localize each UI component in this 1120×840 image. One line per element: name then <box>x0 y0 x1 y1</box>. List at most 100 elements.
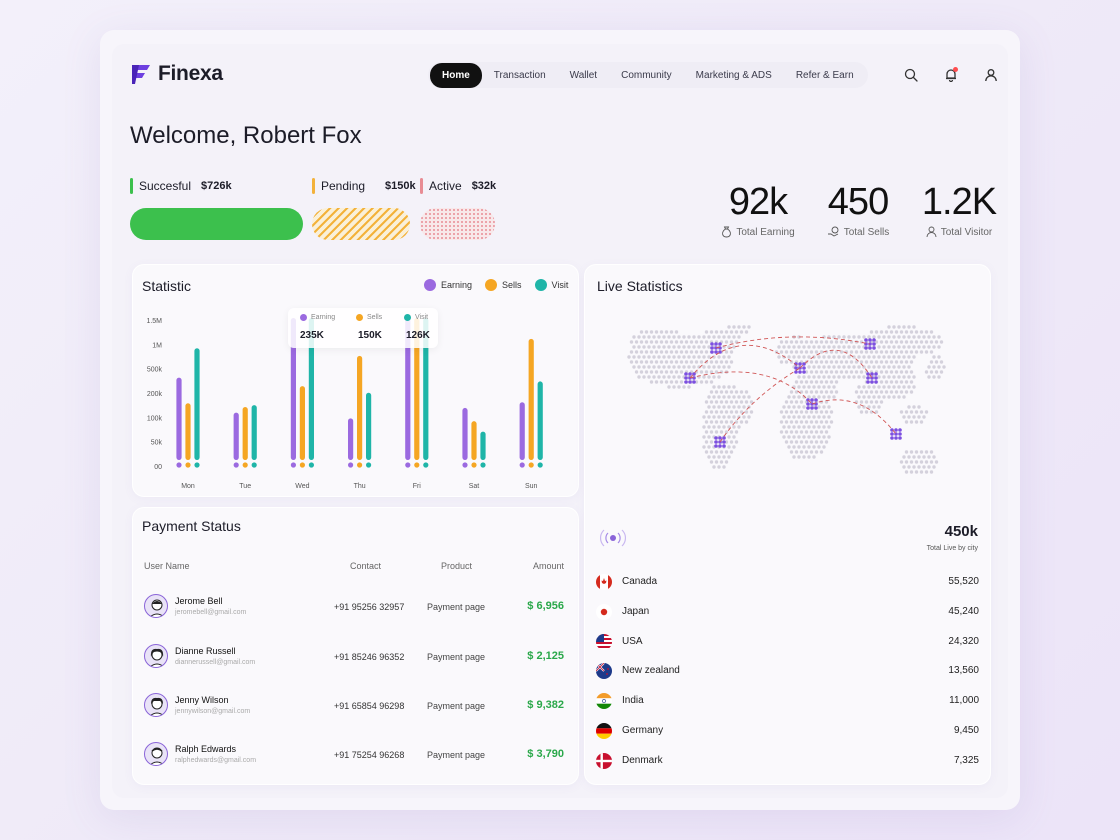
kpi-value: 1.2K <box>921 181 997 223</box>
nav-community[interactable]: Community <box>621 69 672 81</box>
legend-sells[interactable]: Sells <box>502 280 522 290</box>
bar-base-dot <box>414 462 420 468</box>
pending-color-bar <box>312 178 315 194</box>
nav-transaction[interactable]: Transaction <box>493 69 546 81</box>
bar-base-dot <box>405 462 411 468</box>
kpi-total-visitor: 1.2K Total Visitor <box>916 180 1002 238</box>
bar-earning-mon[interactable] <box>176 377 182 460</box>
bar-earning-sat[interactable] <box>462 407 468 460</box>
list-item[interactable]: Canada 55,520 <box>596 571 979 593</box>
bar-base-dot <box>299 462 305 468</box>
x-tick-label: Sun <box>525 483 538 490</box>
india-flag-icon <box>596 693 612 709</box>
list-item[interactable]: USA 24,320 <box>596 631 979 653</box>
payment-status-card <box>132 507 579 785</box>
bar-base-dot <box>528 462 534 468</box>
map-dots <box>627 325 946 474</box>
brand-logo[interactable]: Finexa <box>130 62 223 86</box>
bar-earning-sun[interactable] <box>519 402 525 460</box>
succesful-label: Succesful <box>139 179 192 193</box>
user-name: Jenny Wilson <box>175 695 229 705</box>
country-value: 55,520 <box>948 576 979 587</box>
legend-visit[interactable]: Visit <box>551 280 569 290</box>
bar-earning-thu[interactable] <box>348 418 354 460</box>
user-email: jennywilson@gmail.com <box>175 708 251 715</box>
list-item[interactable]: Japan 45,240 <box>596 601 979 623</box>
table-row[interactable]: Dianne Russell diannerussell@gmail.com +… <box>142 640 568 680</box>
nav-home[interactable]: Home <box>430 62 482 88</box>
bar-visit-thu[interactable] <box>366 392 372 460</box>
bar-earning-wed[interactable] <box>290 318 296 460</box>
user-icon <box>926 226 937 238</box>
user-email: jeromebell@gmail.com <box>175 609 247 616</box>
bar-sells-thu[interactable] <box>357 355 363 460</box>
live-title: Live Statistics <box>597 278 683 294</box>
table-row[interactable]: Jenny Wilson jennywilson@gmail.com +91 6… <box>142 689 568 729</box>
bar-sells-mon[interactable] <box>185 403 191 460</box>
user-contact: +91 65854 96298 <box>334 701 405 711</box>
tooltip-visit-label: Visit <box>415 314 429 321</box>
user-contact: +91 85246 96352 <box>334 652 405 662</box>
nav-wallet[interactable]: Wallet <box>569 69 598 81</box>
kpi-label: Total Earning <box>736 226 795 238</box>
bar-sells-tue[interactable] <box>242 406 248 460</box>
map-hotspot[interactable] <box>866 372 878 384</box>
table-row[interactable]: Jerome Bell jeromebell@gmail.com +91 952… <box>142 590 568 630</box>
y-tick-label: 50k <box>151 440 163 447</box>
list-item[interactable]: New zealand 13,560 <box>596 660 979 682</box>
map-arc <box>799 349 873 379</box>
user-email: diannerussell@gmail.com <box>175 659 256 666</box>
map-hotspot[interactable] <box>806 398 818 410</box>
bar-base-dot <box>233 462 239 468</box>
kpi-label: Total Sells <box>843 226 890 238</box>
bar-sells-sun[interactable] <box>528 338 534 460</box>
bar-base-dot <box>471 462 477 468</box>
active-label: Active <box>429 179 462 193</box>
nav-refer-earn[interactable]: Refer & Earn <box>795 69 854 81</box>
bar-base-dot <box>242 462 248 468</box>
legend-earning[interactable]: Earning <box>441 280 473 290</box>
list-item[interactable]: Germany 9,450 <box>596 720 979 742</box>
bar-sells-sat[interactable] <box>471 421 477 460</box>
canada-flag-icon <box>596 574 612 590</box>
tooltip-earning-label: Earning <box>311 314 336 321</box>
list-item[interactable]: Denmark 7,325 <box>596 750 979 772</box>
y-tick-label: 100k <box>147 415 163 422</box>
map-hotspot[interactable] <box>890 428 902 440</box>
bar-visit-tue[interactable] <box>251 405 257 460</box>
bar-visit-wed[interactable] <box>308 318 314 460</box>
user-icon[interactable] <box>978 62 1004 88</box>
map-arc <box>689 371 813 405</box>
avatar <box>144 693 168 717</box>
bar-base-dot <box>308 462 314 468</box>
kpi-value: 450 <box>827 181 889 223</box>
bar-earning-tue[interactable] <box>233 412 239 460</box>
country-name: Canada <box>622 576 658 587</box>
bar-visit-sat[interactable] <box>480 431 486 460</box>
nav-marketing-ads[interactable]: Marketing & ADS <box>695 69 772 81</box>
statistic-bar-chart: 1.5M 1M 500k 200k 100k 50k 00 Mon Tue Wed Thu Fri Sa… <box>146 318 543 490</box>
list-item[interactable]: India 11,000 <box>596 690 979 712</box>
search-icon[interactable] <box>898 62 924 88</box>
bar-visit-mon[interactable] <box>194 348 200 460</box>
status-active: Active $32k <box>420 178 496 194</box>
bar-sells-fri[interactable] <box>414 318 420 460</box>
bar-base-dot <box>348 462 354 468</box>
world-map <box>627 325 946 474</box>
succesful-value: $726k <box>201 180 232 192</box>
amount: $ 3,790 <box>527 748 564 760</box>
amount: $ 9,382 <box>527 699 564 711</box>
country-value: 9,450 <box>953 725 979 736</box>
bar-earning-fri[interactable] <box>405 318 411 460</box>
map-hotspot[interactable] <box>864 338 876 350</box>
bar-visit-fri[interactable] <box>423 318 429 460</box>
statistic-legend: Earning Sells Visit <box>424 279 568 291</box>
bar-sells-wed[interactable] <box>299 386 305 460</box>
col-user-name: User Name <box>144 561 190 571</box>
page-title: Welcome, Robert Fox <box>130 122 362 149</box>
bell-icon[interactable] <box>938 62 964 88</box>
bar-visit-sun[interactable] <box>537 381 543 460</box>
kpi-label: Total Visitor <box>940 226 993 238</box>
table-row[interactable]: Ralph Edwards ralphedwards@gmail.com +91… <box>142 738 568 778</box>
statistic-title: Statistic <box>142 278 192 294</box>
